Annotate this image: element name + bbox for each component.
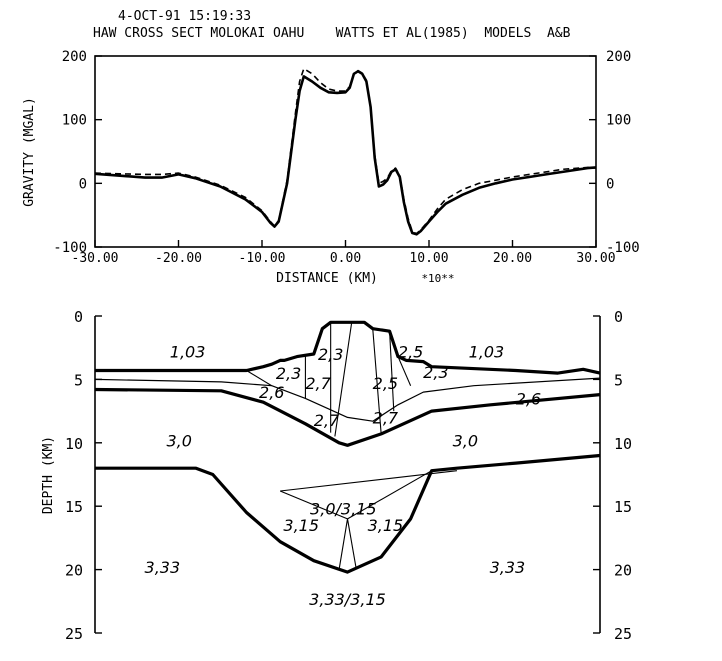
section-divider-line: [372, 328, 382, 434]
section-divider-line: [280, 470, 457, 492]
distance-x-tick-label: 0.00: [330, 251, 361, 266]
density-label: 3,33/3,15: [309, 590, 386, 609]
density-label: 3,15: [283, 516, 319, 535]
section-divider-line: [246, 370, 273, 387]
gravity-y-axis-label: GRAVITY (MGAL): [22, 97, 37, 207]
density-label: 3,0: [453, 431, 478, 450]
density-label: 2,6: [259, 383, 284, 402]
gravity-y-tick-label-right: 0: [606, 176, 614, 192]
gravity-y-tick-label: -100: [53, 240, 87, 256]
density-label: 2,7: [314, 411, 340, 430]
distance-x-tick-label: -20.00: [155, 251, 202, 266]
density-label: 2,7: [305, 374, 331, 393]
depth-y-tick-label: 25: [65, 625, 83, 643]
density-label: 3,0: [166, 431, 191, 450]
depth-y-axis-label: DEPTH (KM): [41, 436, 56, 514]
distance-x-tick-label: -10.00: [239, 251, 286, 266]
depth-y-tick-label-right: 0: [614, 308, 623, 326]
depth-y-tick-label: 5: [74, 371, 83, 389]
section-divider-line: [397, 356, 412, 386]
density-label: 2,6: [516, 389, 541, 408]
gravity-y-tick-label: 200: [62, 49, 87, 65]
density-label: 2,3: [423, 363, 448, 382]
distance-x-tick-label: 20.00: [493, 251, 532, 266]
depth-y-tick-label-right: 25: [614, 625, 632, 643]
section-divider-line: [338, 518, 349, 570]
distance-x-tick-label: -30.00: [72, 251, 119, 266]
distance-x-tick-label: 30.00: [576, 251, 615, 266]
section-divider-line: [279, 490, 348, 520]
timestamp: 4-OCT-91 15:19:33: [118, 9, 251, 24]
gravity-y-tick-label-right: 200: [606, 49, 631, 65]
gravity-chart: -100 0 100 200 -100 0 100 200 -30.00 -20.00 -10.…: [22, 49, 640, 286]
density-label: 2,3: [318, 345, 343, 364]
boundary-topography: [95, 320, 601, 375]
distance-x-axis-label: DISTANCE (KM): [276, 271, 378, 286]
depth-y-tick-label-right: 20: [614, 562, 632, 580]
section-divider-line: [346, 518, 357, 568]
section-divider-line: [389, 331, 395, 412]
gravity-y-tick-label: 100: [62, 113, 87, 129]
depth-y-tick-label: 10: [65, 435, 83, 453]
distance-x-tick-label: 10.00: [409, 251, 448, 266]
figure-title: HAW CROSS SECT MOLOKAI OAHU WATTS ET AL(…: [93, 26, 571, 41]
density-label: 2,5: [398, 343, 423, 362]
gravity-series-solid: [94, 70, 597, 236]
gravity-series-dashed: [94, 67, 597, 235]
density-label: 3,0/3,15: [310, 500, 376, 519]
depth-y-tick-label-right: 15: [614, 498, 632, 516]
boundary-moho: [95, 453, 601, 574]
boundary-layer-2.6-top: [94, 377, 601, 422]
depth-y-tick-label: 0: [74, 308, 83, 326]
density-label: 2,3: [276, 364, 301, 383]
distance-x-axis-suffix: *10**: [421, 272, 454, 285]
gravity-y-tick-label-right: 100: [606, 113, 631, 129]
gravity-y-tick-label: 0: [79, 176, 87, 192]
gravity-plot-frame: [94, 55, 597, 248]
boundary-crust-top: [94, 387, 601, 447]
density-label: 1,03: [469, 343, 505, 362]
depth-y-tick-label: 20: [65, 562, 83, 580]
section-divider-line: [347, 470, 432, 520]
depth-y-tick-label: 15: [65, 498, 83, 516]
depth-y-tick-label-right: 5: [614, 371, 623, 389]
gravity-y-tick-label-right: -100: [606, 240, 640, 256]
depth-y-tick-label-right: 10: [614, 435, 632, 453]
density-label: 2,7: [373, 408, 399, 427]
section-divider-line: [334, 322, 353, 437]
density-label: 2,5: [373, 374, 398, 393]
density-label: 1,03: [170, 343, 206, 362]
density-label: 3,33: [145, 558, 181, 577]
density-label: 3,15: [368, 516, 404, 535]
density-label: 3,33: [490, 558, 526, 577]
